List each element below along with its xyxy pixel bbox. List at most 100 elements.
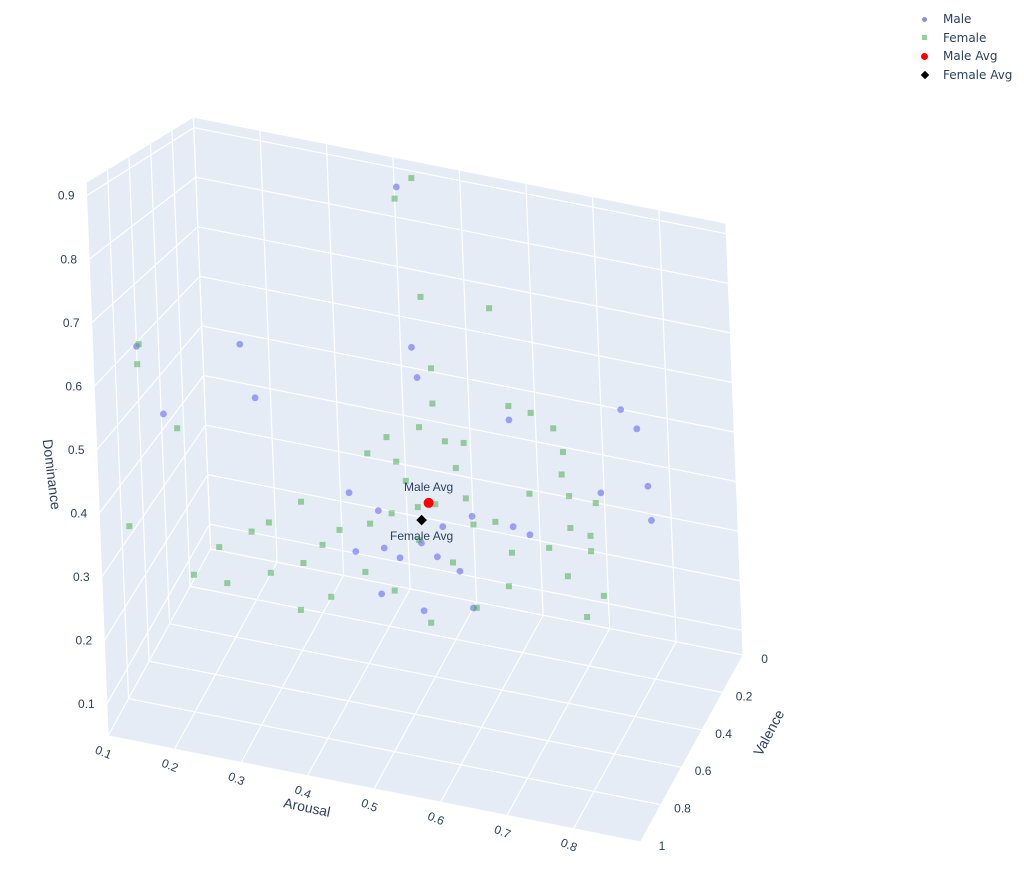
z-grid-left: [86, 127, 195, 197]
z-grid-left: [98, 375, 205, 514]
female-point: [216, 544, 223, 551]
female-point: [416, 537, 423, 544]
male-point: [396, 554, 404, 562]
y-grid-floor: [128, 698, 661, 806]
y-grid-left: [85, 182, 109, 737]
male-point: [374, 507, 382, 515]
left-pane: [86, 117, 211, 736]
female-point: [383, 434, 390, 441]
x-grid-floor: [306, 588, 411, 777]
male-point: [509, 523, 517, 531]
x-grid-back: [658, 210, 677, 642]
male-point: [439, 523, 447, 531]
z-tick-label: 0.9: [58, 189, 75, 203]
z-tick-label: 0.6: [65, 379, 82, 393]
y-grid-left: [128, 156, 150, 662]
female-point: [190, 571, 197, 578]
male-point: [408, 343, 415, 351]
female-point: [367, 520, 374, 527]
female-point: [297, 606, 304, 613]
legend-item-male-avg[interactable]: Male Avg: [912, 47, 1012, 66]
y-grid-floor: [169, 623, 702, 731]
male-marker-icon: [912, 10, 938, 28]
male-point: [159, 410, 167, 418]
female-point: [298, 498, 305, 505]
z-grid-back: [197, 226, 730, 334]
female-point: [588, 548, 595, 555]
female-point: [505, 403, 512, 410]
male-point: [617, 406, 625, 414]
legend-item-female-avg[interactable]: Female Avg: [912, 66, 1012, 85]
female-point: [584, 614, 591, 621]
x-tick-label: 0.2: [160, 756, 181, 775]
y-grid-floor: [189, 585, 723, 693]
x-grid-back: [392, 157, 411, 589]
y-tick-label: 0.8: [674, 802, 691, 816]
female-point: [546, 544, 553, 551]
male-point: [633, 425, 641, 433]
female-point: [428, 619, 435, 626]
z-tick-label: 0.5: [68, 443, 85, 457]
female-point: [462, 495, 469, 502]
x-grid-floor: [439, 614, 544, 803]
y-grid-floor: [148, 660, 682, 768]
x-grid-back: [525, 183, 544, 616]
legend-item-male[interactable]: Male: [912, 10, 1012, 29]
male-point: [456, 567, 464, 575]
male-point: [420, 607, 428, 615]
female-point: [388, 510, 395, 517]
female-point: [558, 471, 565, 478]
y-grid-left: [192, 117, 212, 550]
male-point: [413, 374, 421, 381]
grid-lines: [85, 117, 743, 843]
female-marker-icon: [912, 29, 938, 47]
z-grid-left: [103, 474, 209, 641]
y-tick-label: 0.2: [736, 689, 753, 703]
y-axis-title: Valence: [750, 707, 787, 758]
z-grid-back: [201, 325, 734, 433]
female-point: [587, 532, 594, 539]
female-point: [486, 305, 493, 312]
female-point: [391, 195, 398, 202]
female-avg-point: [416, 514, 427, 526]
x-tick-label: 0.8: [559, 835, 580, 854]
data-points: Male Avg Female Avg: [126, 175, 655, 626]
z-tick-label: 0.1: [78, 697, 95, 711]
x-tick-label: 0.5: [359, 796, 380, 815]
y-grid-floor: [210, 548, 743, 656]
z-grid-left: [101, 424, 207, 578]
male-point: [352, 548, 360, 555]
female-point: [559, 449, 566, 456]
y-grid-floor: [107, 735, 641, 843]
female-point: [391, 587, 398, 594]
z-grid-left: [93, 275, 201, 387]
y-grid-left: [171, 130, 191, 587]
male-avg-point: [423, 497, 434, 508]
legend-label: Female Avg: [943, 67, 1013, 82]
female-point: [248, 528, 255, 535]
female-point: [319, 541, 326, 548]
x-tick-label: 0.3: [226, 769, 247, 788]
female-point: [328, 593, 335, 600]
female-point: [564, 573, 571, 580]
female-point: [174, 425, 181, 432]
female-point: [429, 400, 436, 407]
female-point: [449, 559, 456, 566]
z-grid-back: [209, 523, 742, 631]
x-grid-back: [259, 130, 278, 563]
female-point: [134, 361, 141, 368]
female-point: [473, 604, 480, 611]
female-point: [441, 438, 448, 445]
female-point: [265, 519, 272, 526]
x-grid-back: [591, 197, 611, 629]
x-tick-label: 0.1: [93, 743, 114, 762]
z-grid-back: [205, 424, 738, 532]
x-axis-title: Arousal: [282, 794, 332, 820]
legend-item-female[interactable]: Female: [912, 29, 1012, 48]
x-grid-floor: [240, 575, 345, 763]
male-point: [251, 394, 259, 402]
z-tick-label: 0.7: [63, 316, 80, 330]
male-point: [468, 512, 476, 520]
male-point: [505, 416, 513, 424]
